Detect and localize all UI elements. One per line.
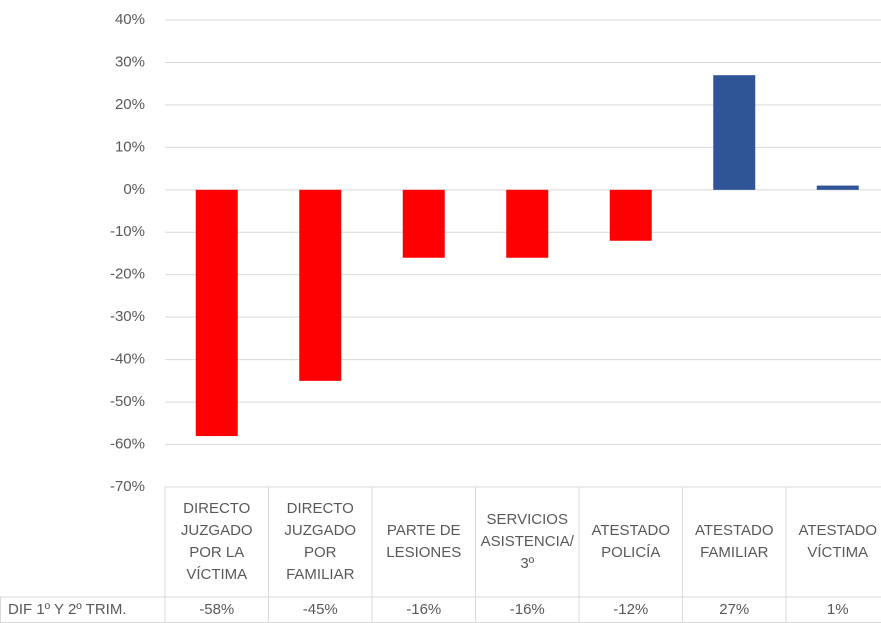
- y-tick-label: -30%: [110, 308, 145, 325]
- y-tick-label: 10%: [115, 138, 145, 155]
- y-tick-label: -60%: [110, 436, 145, 453]
- category-label: ATESTADO FAMILIAR: [694, 522, 774, 561]
- bar: [713, 75, 756, 190]
- bar: [816, 185, 859, 190]
- category-label: DIRECTO JUZGADO POR LA VÍCTIMA: [180, 500, 253, 583]
- value-label: -12%: [613, 601, 648, 618]
- y-tick-label: -50%: [110, 393, 145, 410]
- y-tick-label: -10%: [110, 223, 145, 240]
- y-tick-label: 0%: [123, 181, 145, 198]
- bar: [195, 189, 238, 437]
- y-tick-label: 30%: [115, 53, 145, 70]
- category-label: SERVICIOS ASISTENCIA/3º: [480, 511, 574, 572]
- y-tick-label: -40%: [110, 351, 145, 368]
- y-tick-label: 40%: [115, 11, 145, 28]
- y-tick-label: -70%: [110, 478, 145, 495]
- value-label: -16%: [510, 601, 545, 618]
- y-tick-label: -20%: [110, 266, 145, 283]
- bar: [609, 189, 652, 241]
- series-name: DIF 1º Y 2º TRIM.: [8, 601, 127, 618]
- bar: [506, 189, 549, 258]
- category-label: DIRECTO JUZGADO POR FAMILIAR: [284, 500, 357, 583]
- value-label: 27%: [719, 601, 749, 618]
- value-label: 1%: [827, 601, 849, 618]
- category-label: PARTE DE LESIONES: [386, 522, 462, 561]
- value-label: -58%: [199, 601, 234, 618]
- bar: [299, 189, 342, 381]
- category-label: ATESTADO VÍCTIMA: [798, 522, 878, 561]
- y-tick-label: 20%: [115, 96, 145, 113]
- category-label: ATESTADO POLICÍA: [591, 522, 671, 561]
- value-label: -16%: [406, 601, 441, 618]
- value-label: -45%: [303, 601, 338, 618]
- bar: [402, 189, 445, 258]
